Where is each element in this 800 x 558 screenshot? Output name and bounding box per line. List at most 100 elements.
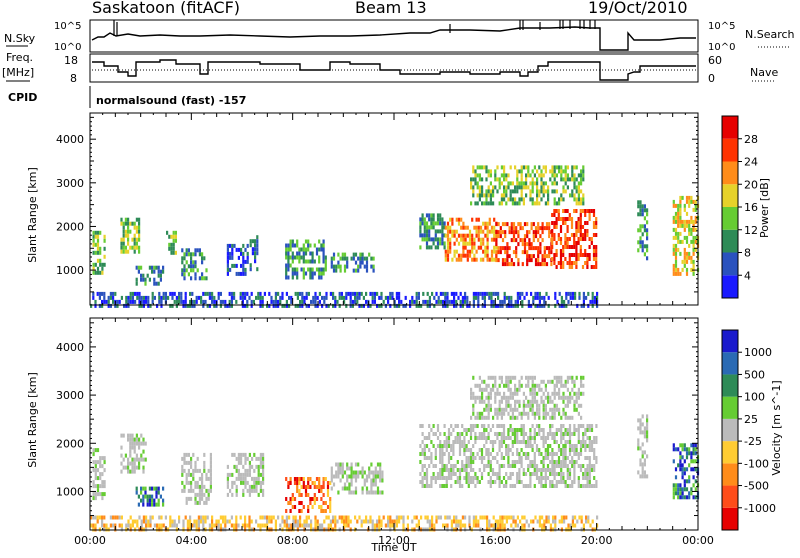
echo-cell (522, 181, 525, 186)
echo-cell (233, 295, 236, 300)
echo-cell (577, 411, 580, 416)
echo-cell (350, 462, 353, 467)
echo-cell (127, 221, 130, 226)
echo-cell (211, 523, 214, 528)
echo-cell (255, 476, 258, 481)
echo-cell (189, 303, 192, 308)
echo-cell (571, 173, 574, 178)
echo-cell (229, 255, 232, 260)
echo-cell (361, 252, 364, 257)
echo-cell (462, 237, 465, 242)
echo-cell (568, 213, 571, 217)
echo-cell (486, 291, 489, 296)
echo-cell (443, 233, 446, 238)
echo-cell (242, 251, 245, 256)
echo-cell (320, 485, 323, 489)
echo-cell (444, 225, 447, 230)
echo-cell (305, 515, 308, 520)
echo-cell (595, 424, 598, 428)
echo-cell (542, 415, 545, 420)
echo-cell (182, 303, 185, 308)
echo-cell (477, 303, 480, 308)
echo-cell (430, 221, 433, 226)
echo-cell (494, 177, 497, 182)
echo-cell (541, 303, 544, 308)
echo-cell (201, 272, 204, 277)
echo-cell (473, 241, 476, 246)
echo-cell (582, 177, 585, 182)
echo-cell (510, 222, 513, 227)
echo-cell (551, 391, 554, 396)
echo-cell (575, 265, 578, 269)
echo-cell (348, 474, 351, 479)
echo-cell (560, 299, 563, 304)
echo-cell (129, 291, 132, 296)
echo-cell (487, 415, 490, 420)
echo-cell (483, 456, 486, 460)
echo-cell (439, 237, 442, 242)
echo-cell (474, 432, 477, 436)
echo-cell (553, 253, 556, 257)
echo-cell (196, 480, 199, 485)
echo-cell (434, 456, 437, 460)
echo-cell (637, 438, 640, 443)
echo-cell (200, 299, 203, 304)
echo-cell (492, 185, 495, 190)
echo-cell (538, 407, 541, 412)
echo-cell (543, 254, 546, 259)
echo-cell (226, 519, 229, 524)
echo-cell (683, 263, 686, 268)
echo-cell (518, 197, 521, 202)
echo-cell (531, 407, 534, 412)
echo-cell (646, 430, 649, 435)
echo-cell (573, 379, 576, 384)
echo-cell (491, 440, 495, 444)
echo-cell (564, 165, 567, 170)
echo-cell (442, 523, 445, 528)
echo-cell (679, 467, 682, 472)
echo-cell (646, 228, 649, 233)
echo-cell (553, 407, 556, 412)
echo-cell (122, 237, 125, 242)
echo-cell (639, 240, 642, 245)
echo-cell (450, 299, 453, 304)
echo-cell (329, 291, 332, 296)
echo-cell (447, 428, 451, 432)
echo-cell (153, 523, 156, 528)
echo-cell (439, 444, 442, 448)
echo-cell (567, 291, 570, 296)
echo-cell (257, 295, 260, 300)
echo-cell (592, 253, 596, 257)
echo-cell (551, 460, 554, 464)
echo-cell (539, 246, 542, 251)
echo-cell (692, 227, 695, 232)
echo-cell (345, 291, 348, 296)
echo-cell (233, 263, 236, 268)
echo-cell (526, 222, 529, 227)
echo-cell (174, 234, 177, 239)
echo-cell (528, 242, 531, 247)
echo-cell (285, 275, 288, 280)
echo-cell (568, 428, 572, 432)
echo-cell (573, 480, 576, 484)
echo-cell (573, 452, 576, 456)
echo-cell (322, 251, 325, 256)
echo-cell (548, 226, 551, 231)
echo-cell (138, 295, 141, 300)
echo-cell (544, 472, 547, 476)
echo-cell (287, 251, 290, 256)
echo-cell (529, 407, 532, 412)
echo-cell (96, 476, 100, 481)
echo-cell (581, 233, 585, 237)
echo-cell (521, 262, 524, 267)
echo-cell (565, 291, 568, 296)
echo-cell (511, 484, 514, 488)
echo-cell (518, 387, 521, 392)
echo-cell (530, 519, 533, 524)
echo-cell (162, 486, 165, 491)
echo-cell (140, 523, 143, 528)
echo-cell (226, 251, 229, 256)
echo-cell (285, 271, 288, 276)
echo-cell (681, 195, 684, 200)
echo-cell (142, 519, 145, 524)
